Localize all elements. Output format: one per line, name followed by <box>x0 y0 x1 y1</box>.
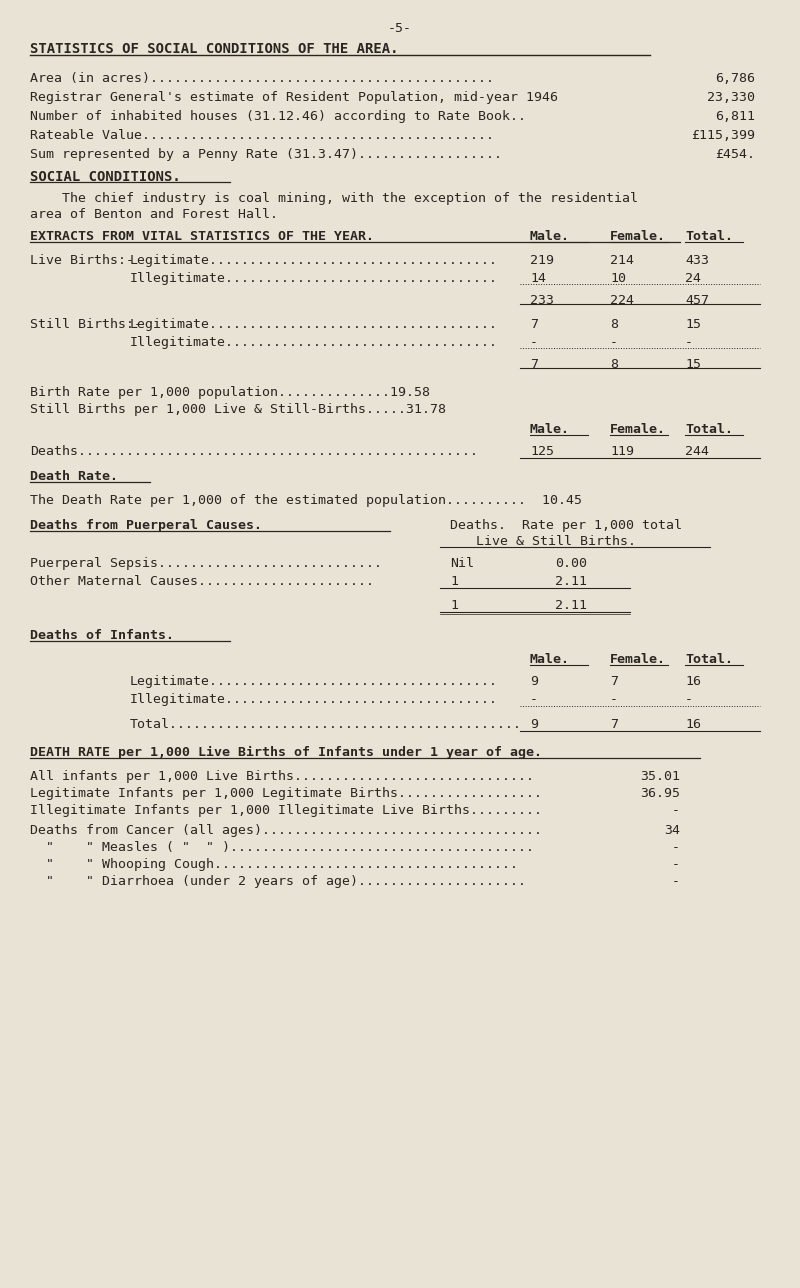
Text: Still Births per 1,000 Live & Still-Births.....31.78: Still Births per 1,000 Live & Still-Birt… <box>30 403 446 416</box>
Text: 1: 1 <box>450 599 458 612</box>
Text: Death Rate.: Death Rate. <box>30 470 118 483</box>
Text: area of Benton and Forest Hall.: area of Benton and Forest Hall. <box>30 207 278 222</box>
Text: Male.: Male. <box>530 231 570 243</box>
Text: 119: 119 <box>610 444 634 459</box>
Text: 214: 214 <box>610 254 634 267</box>
Text: 14: 14 <box>530 272 546 285</box>
Text: -: - <box>610 693 618 706</box>
Text: 433: 433 <box>685 254 709 267</box>
Text: Live & Still Births.: Live & Still Births. <box>476 535 636 547</box>
Text: Deaths from Cancer (all ages)...................................: Deaths from Cancer (all ages)...........… <box>30 824 542 837</box>
Text: Nil: Nil <box>450 556 474 571</box>
Text: -5-: -5- <box>388 22 412 35</box>
Text: Deaths of Infants.: Deaths of Infants. <box>30 629 174 641</box>
Text: Total.: Total. <box>685 653 733 666</box>
Text: 15: 15 <box>685 358 701 371</box>
Text: -: - <box>530 693 538 706</box>
Text: -: - <box>530 336 538 349</box>
Text: Total............................................: Total...................................… <box>130 717 522 732</box>
Text: 24: 24 <box>685 272 701 285</box>
Text: Female.: Female. <box>610 653 666 666</box>
Text: 16: 16 <box>685 675 701 688</box>
Text: 2.11: 2.11 <box>555 599 587 612</box>
Text: "    " Diarrhoea (under 2 years of age).....................: " " Diarrhoea (under 2 years of age)....… <box>30 875 526 887</box>
Text: 2.11: 2.11 <box>555 574 587 589</box>
Text: 8: 8 <box>610 358 618 371</box>
Text: Birth Rate per 1,000 population..............19.58: Birth Rate per 1,000 population.........… <box>30 386 430 399</box>
Text: -: - <box>672 804 680 817</box>
Text: Total.: Total. <box>685 231 733 243</box>
Text: Registrar General's estimate of Resident Population, mid-year 1946: Registrar General's estimate of Resident… <box>30 91 558 104</box>
Text: SOCIAL CONDITIONS.: SOCIAL CONDITIONS. <box>30 170 181 184</box>
Text: 457: 457 <box>685 294 709 307</box>
Text: -: - <box>672 841 680 854</box>
Text: Live Births:-: Live Births:- <box>30 254 134 267</box>
Text: 16: 16 <box>685 717 701 732</box>
Text: 36.95: 36.95 <box>640 787 680 800</box>
Text: Puerperal Sepsis............................: Puerperal Sepsis........................… <box>30 556 382 571</box>
Text: 7: 7 <box>610 717 618 732</box>
Text: 34: 34 <box>664 824 680 837</box>
Text: Area (in acres)...........................................: Area (in acres).........................… <box>30 72 494 85</box>
Text: 8: 8 <box>610 318 618 331</box>
Text: Illegitimate..................................: Illegitimate............................… <box>130 336 498 349</box>
Text: Female.: Female. <box>610 231 666 243</box>
Text: Number of inhabited houses (31.12.46) according to Rate Book..: Number of inhabited houses (31.12.46) ac… <box>30 109 526 122</box>
Text: EXTRACTS FROM VITAL STATISTICS OF THE YEAR.: EXTRACTS FROM VITAL STATISTICS OF THE YE… <box>30 231 374 243</box>
Text: 23,330: 23,330 <box>707 91 755 104</box>
Text: -: - <box>610 336 618 349</box>
Text: Female.: Female. <box>610 422 666 437</box>
Text: Male.: Male. <box>530 653 570 666</box>
Text: The chief industry is coal mining, with the exception of the residential: The chief industry is coal mining, with … <box>30 192 638 205</box>
Text: 7: 7 <box>610 675 618 688</box>
Text: 219: 219 <box>530 254 554 267</box>
Text: Other Maternal Causes......................: Other Maternal Causes...................… <box>30 574 374 589</box>
Text: Deaths.  Rate per 1,000 total: Deaths. Rate per 1,000 total <box>450 519 682 532</box>
Text: 0.00: 0.00 <box>555 556 587 571</box>
Text: -: - <box>672 858 680 871</box>
Text: -: - <box>685 693 693 706</box>
Text: £115,399: £115,399 <box>691 129 755 142</box>
Text: -: - <box>672 875 680 887</box>
Text: "    " Measles ( "  " )......................................: " " Measles ( " " ).....................… <box>30 841 534 854</box>
Text: 125: 125 <box>530 444 554 459</box>
Text: Illegitimate Infants per 1,000 Illegitimate Live Births.........: Illegitimate Infants per 1,000 Illegitim… <box>30 804 542 817</box>
Text: 244: 244 <box>685 444 709 459</box>
Text: Illegitimate..................................: Illegitimate............................… <box>130 693 498 706</box>
Text: Legitimate....................................: Legitimate..............................… <box>130 675 498 688</box>
Text: "    " Whooping Cough......................................: " " Whooping Cough......................… <box>30 858 518 871</box>
Text: 6,811: 6,811 <box>715 109 755 122</box>
Text: STATISTICS OF SOCIAL CONDITIONS OF THE AREA.: STATISTICS OF SOCIAL CONDITIONS OF THE A… <box>30 43 398 55</box>
Text: Legitimate Infants per 1,000 Legitimate Births..................: Legitimate Infants per 1,000 Legitimate … <box>30 787 542 800</box>
Text: The Death Rate per 1,000 of the estimated population..........  10.45: The Death Rate per 1,000 of the estimate… <box>30 495 582 507</box>
Text: -: - <box>685 336 693 349</box>
Text: 15: 15 <box>685 318 701 331</box>
Text: Total.: Total. <box>685 422 733 437</box>
Text: Deaths..................................................: Deaths..................................… <box>30 444 478 459</box>
Text: Deaths from Puerperal Causes.: Deaths from Puerperal Causes. <box>30 519 262 532</box>
Text: 35.01: 35.01 <box>640 770 680 783</box>
Text: 224: 224 <box>610 294 634 307</box>
Text: 233: 233 <box>530 294 554 307</box>
Text: Illegitimate..................................: Illegitimate............................… <box>130 272 498 285</box>
Text: Legitimate....................................: Legitimate..............................… <box>130 254 498 267</box>
Text: Rateable Value............................................: Rateable Value..........................… <box>30 129 494 142</box>
Text: Male.: Male. <box>530 422 570 437</box>
Text: 9: 9 <box>530 717 538 732</box>
Text: Sum represented by a Penny Rate (31.3.47)..................: Sum represented by a Penny Rate (31.3.47… <box>30 148 502 161</box>
Text: 7: 7 <box>530 318 538 331</box>
Text: 10: 10 <box>610 272 626 285</box>
Text: £454.: £454. <box>715 148 755 161</box>
Text: 1: 1 <box>450 574 458 589</box>
Text: 6,786: 6,786 <box>715 72 755 85</box>
Text: Still Births:-: Still Births:- <box>30 318 142 331</box>
Text: Legitimate....................................: Legitimate..............................… <box>130 318 498 331</box>
Text: All infants per 1,000 Live Births..............................: All infants per 1,000 Live Births.......… <box>30 770 534 783</box>
Text: 9: 9 <box>530 675 538 688</box>
Text: 7: 7 <box>530 358 538 371</box>
Text: DEATH RATE per 1,000 Live Births of Infants under 1 year of age.: DEATH RATE per 1,000 Live Births of Infa… <box>30 746 542 759</box>
